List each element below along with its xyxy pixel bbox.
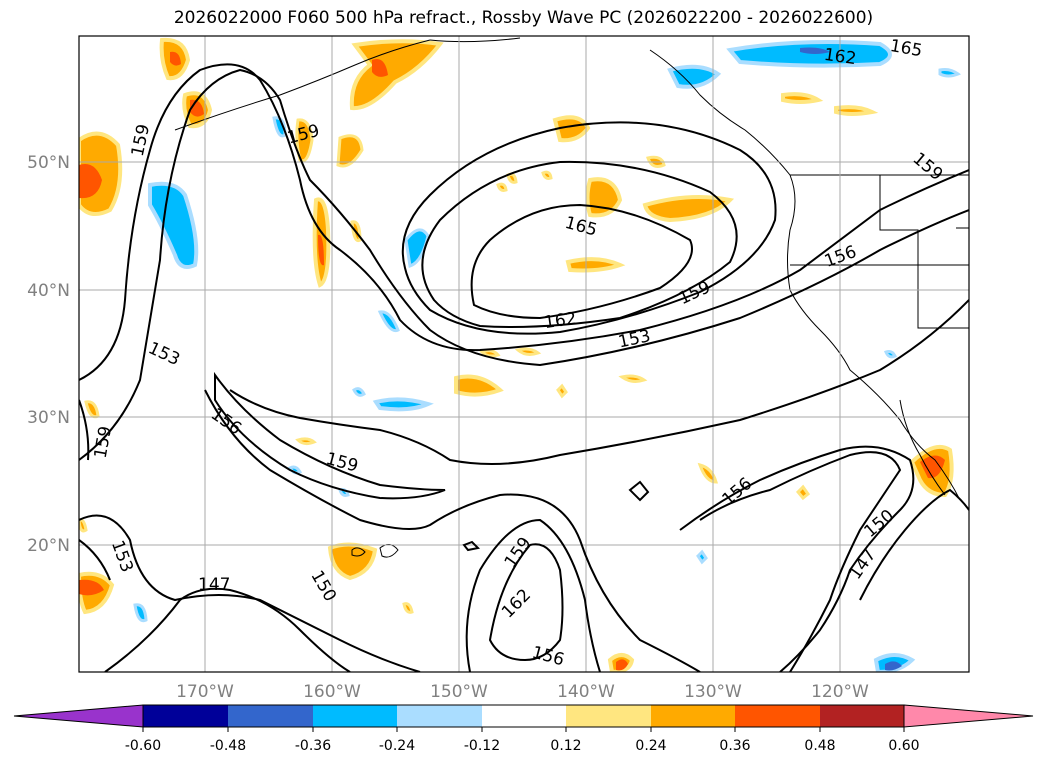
contour-label-159-central: 159 (676, 277, 714, 309)
height-contours (79, 63, 969, 672)
colorbar-tick-9: 0.48 (804, 738, 835, 754)
contour-147-west (104, 587, 351, 672)
contour-label-159-aleutian: 159 (285, 121, 322, 149)
contour-label-150-east: 150 (860, 506, 898, 542)
lat-label-50n: 50°N (27, 153, 70, 173)
contour-label-162-central: 162 (543, 309, 578, 333)
contour-label-153-west: 153 (145, 338, 183, 370)
contour-label-153-central: 153 (617, 326, 653, 352)
contour-165 (470, 203, 693, 320)
colorbar-bin-8 (735, 705, 820, 727)
lon-label-170w: 170°W (176, 682, 234, 702)
colorbar-tick-8: 0.36 (719, 738, 750, 754)
contour-150-east (679, 445, 915, 672)
figure-title: 2026022000 F060 500 hPa refract., Rossby… (173, 8, 874, 28)
contour-159-west (79, 399, 90, 461)
colorbar-tick-labels: -0.60 -0.48 -0.36 -0.24 -0.12 0.12 0.24 … (125, 738, 920, 754)
colorbar-tick-10: 0.60 (888, 738, 919, 754)
colorbar-tick-4: -0.24 (379, 738, 415, 754)
contour-label-156-south: 156 (530, 643, 567, 671)
contour-label-162-north: 162 (823, 45, 858, 69)
contour-label-150-south: 150 (306, 567, 340, 605)
contour-label-159-lobe: 159 (324, 449, 361, 477)
contour-small-closed-2 (462, 540, 481, 552)
colorbar-tick-marks (142, 727, 905, 732)
aleutian-coast (174, 39, 431, 131)
colorbar-bin-7 (651, 705, 735, 727)
contour-label-159-east: 159 (909, 149, 947, 185)
lat-label-20n: 20°N (27, 536, 70, 556)
colorbar-bin-5 (482, 705, 566, 727)
contour-label-159-west: 159 (91, 425, 116, 460)
colorbar-bin-2 (228, 705, 313, 727)
lon-label-150w: 150°W (430, 682, 488, 702)
anomaly-shading (79, 37, 962, 672)
contour-162 (421, 160, 738, 328)
lon-label-140w: 140°W (557, 682, 615, 702)
lon-label-130w: 130°W (684, 682, 742, 702)
colorbar-tick-5: -0.12 (464, 738, 500, 754)
colorbar-tick-3: -0.36 (295, 738, 331, 754)
contour-153-west (79, 539, 111, 581)
contour-147-east (859, 488, 969, 601)
colorbar-bin-4 (397, 705, 482, 727)
colorbar-bin-6 (566, 705, 651, 727)
colorbar-frame (142, 704, 905, 728)
lon-label-160w: 160°W (303, 682, 361, 702)
colorbar-tick-1: -0.60 (125, 738, 161, 754)
colorbar-bin-1 (143, 705, 228, 727)
lon-label-120w: 120°W (811, 682, 869, 702)
lat-label-30n: 30°N (27, 408, 70, 428)
contour-label-147-west: 147 (198, 575, 230, 595)
colorbar-tick-7: 0.24 (635, 738, 666, 754)
contour-150-lower (79, 514, 421, 672)
colorbar-extend-high (903, 704, 1034, 728)
map-frame (78, 35, 970, 673)
contour-156-upper (79, 68, 969, 461)
contour-159-inner (401, 121, 777, 335)
colorbar-tick-2: -0.48 (210, 738, 246, 754)
contour-150-upper (229, 299, 969, 465)
colorbar-bin-3 (313, 705, 397, 727)
contour-label-156-east: 156 (822, 242, 859, 272)
contour-label-156-southeast: 156 (718, 474, 756, 510)
west-coast-na (649, 49, 961, 501)
lat-lon-grid (79, 36, 969, 672)
contour-label-159-south: 159 (501, 534, 536, 572)
contour-159-lobe (214, 371, 446, 500)
contour-159-south (465, 518, 601, 672)
contour-label-156-west: 156 (207, 404, 245, 439)
colorbar-extend-low (13, 704, 144, 728)
contour-162-south (488, 543, 564, 662)
contour-label-165-north: 165 (888, 36, 923, 61)
colorbar (13, 704, 1034, 728)
latitude-labels: 50°N 40°N 30°N 20°N (27, 153, 70, 556)
colorbar-bin-9 (820, 705, 904, 727)
contour-label-153-southwest: 153 (107, 538, 137, 575)
contour-153 (79, 63, 969, 381)
contour-labels: 165 165 162 162 162 159 159 159 159 159 … (91, 36, 947, 670)
longitude-labels: 170°W 160°W 150°W 140°W 130°W 120°W (176, 682, 869, 702)
contour-156-east (699, 451, 902, 672)
contour-156-lower (204, 389, 701, 672)
colorbar-tick-6: 0.12 (550, 738, 581, 754)
contour-small-closed (628, 480, 650, 502)
lat-label-40n: 40°N (27, 281, 70, 301)
